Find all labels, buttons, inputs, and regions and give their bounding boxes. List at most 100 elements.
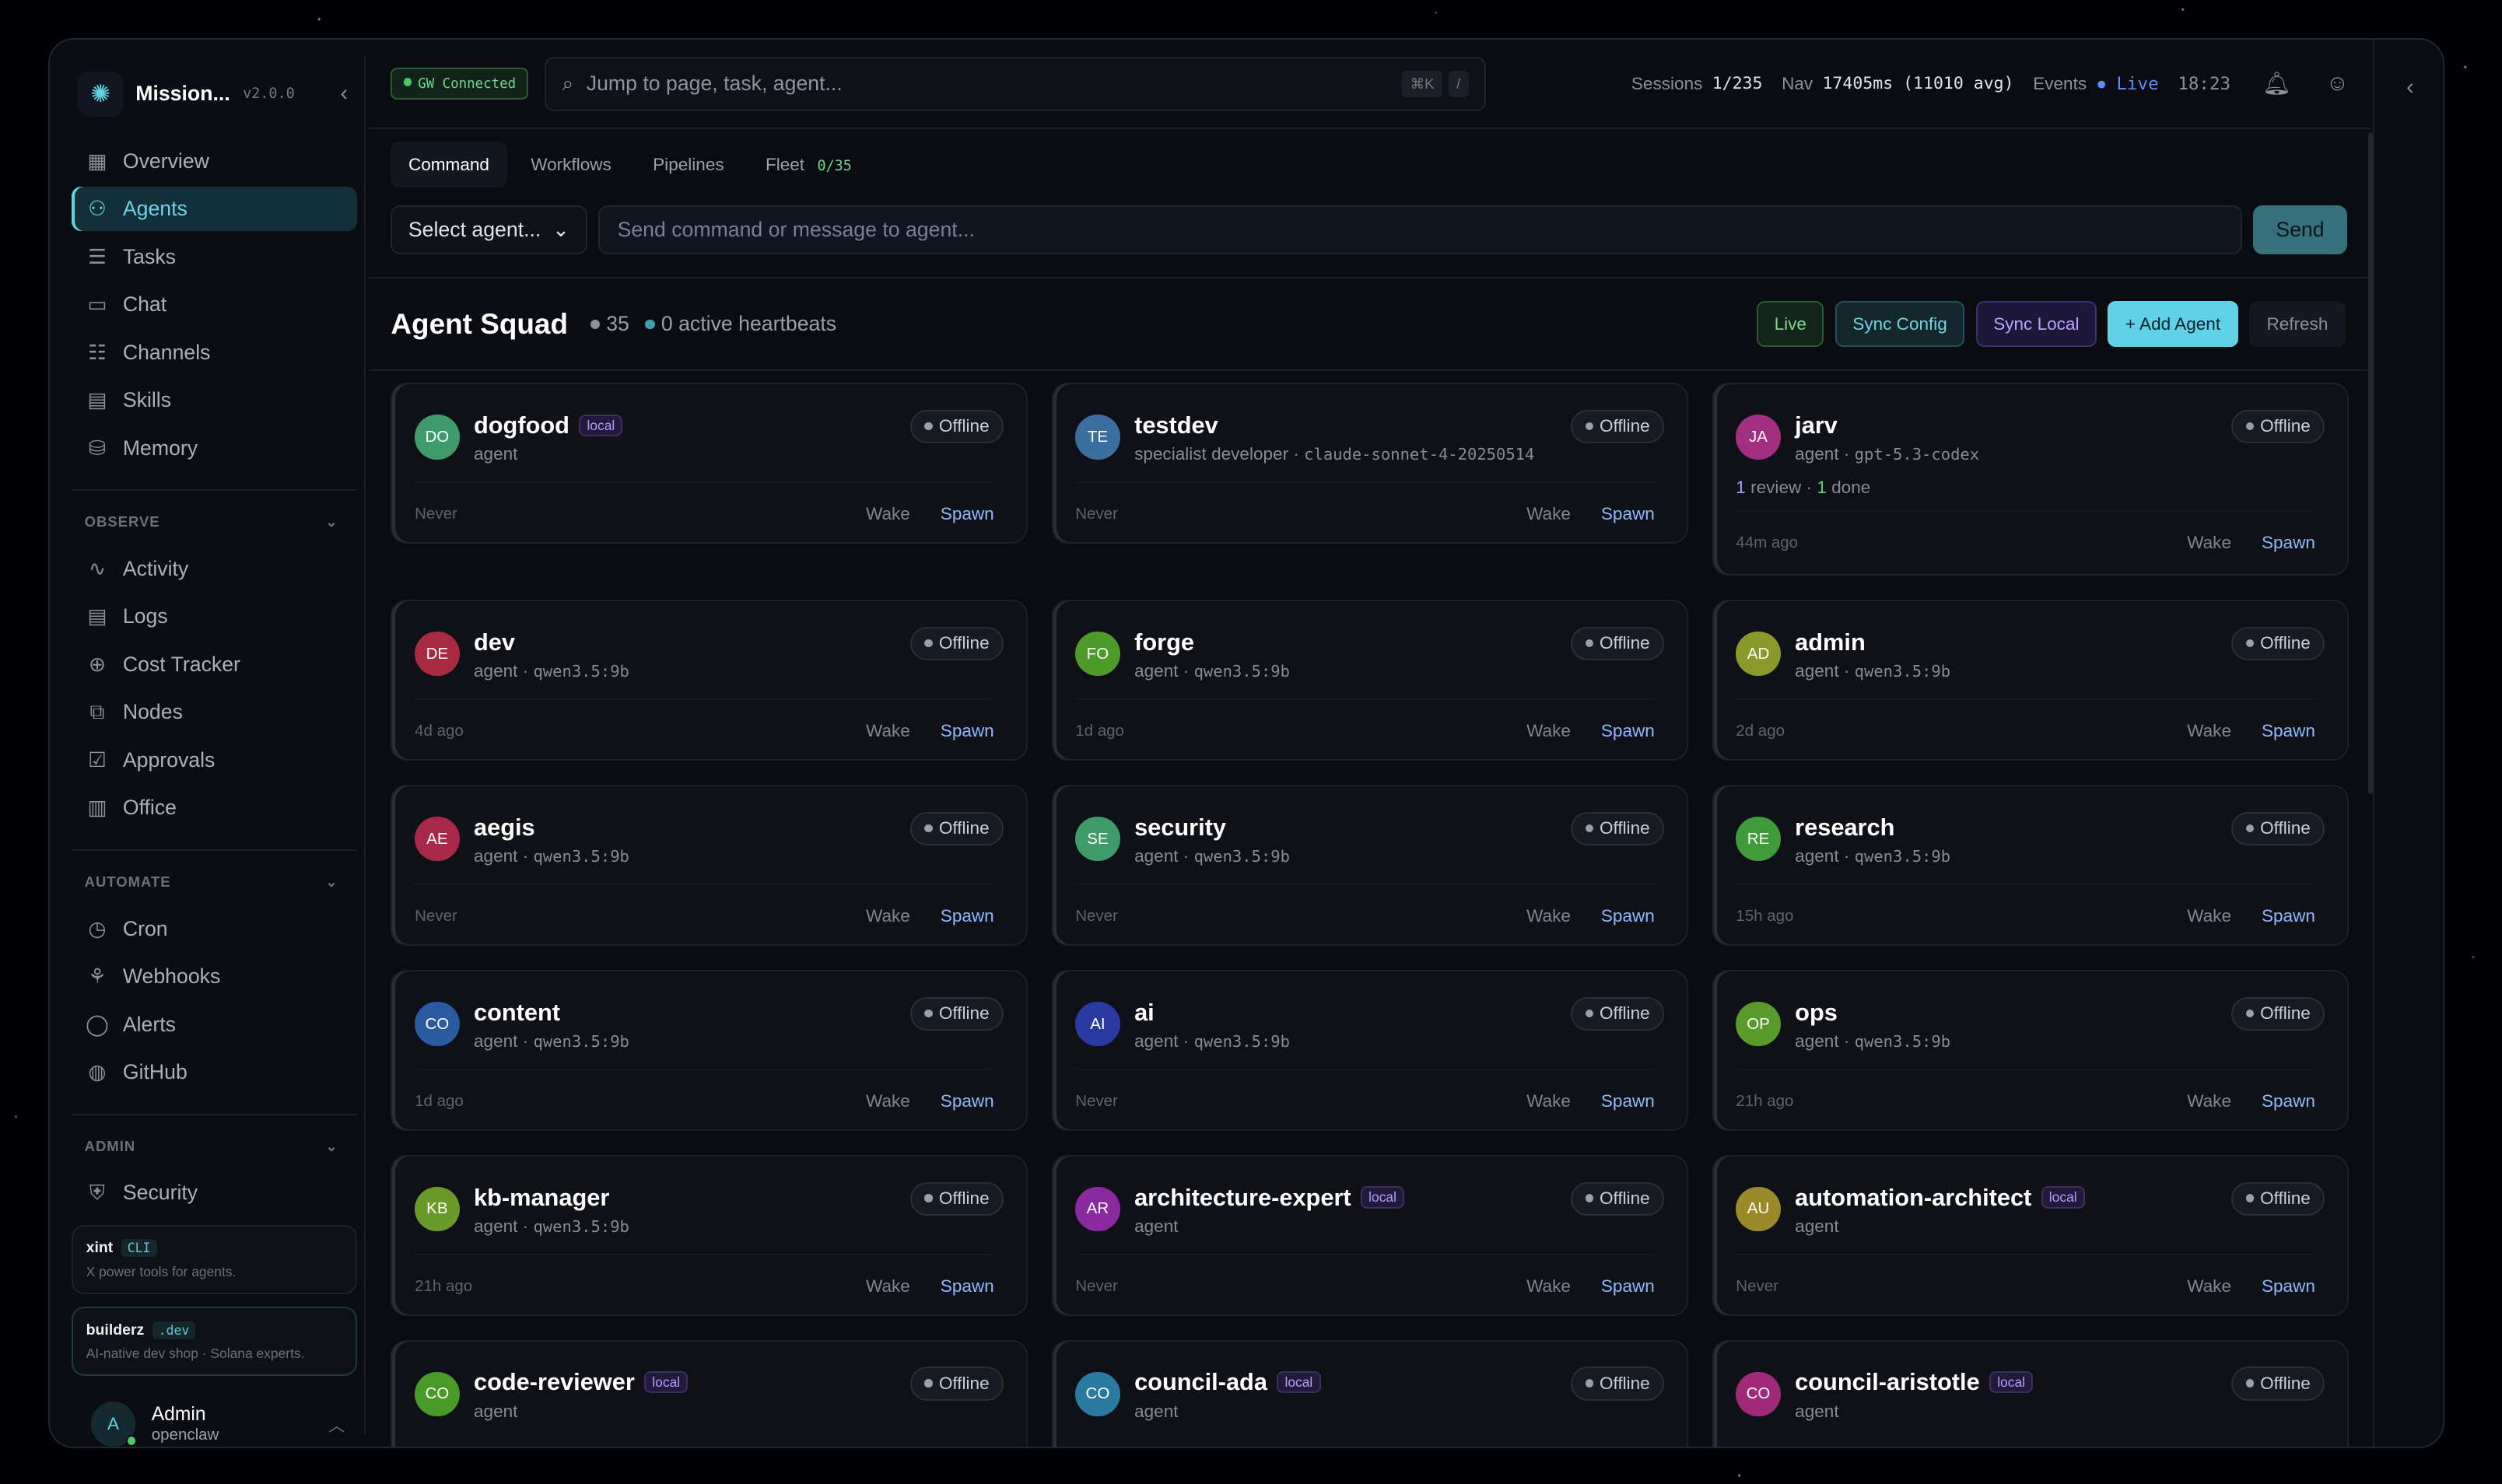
wake-button[interactable]: Wake	[1526, 721, 1571, 741]
search-input[interactable]: ⌕ Jump to page, task, agent... ⌘K /	[544, 56, 1486, 111]
wake-button[interactable]: Wake	[866, 721, 910, 741]
agent-card[interactable]: CO council-ada local agent Offline	[1051, 1339, 1688, 1447]
sidebar-item-github[interactable]: ◍ GitHub	[72, 1050, 357, 1094]
section-observe[interactable]: OBSERVE ⌄	[72, 489, 358, 540]
live-button[interactable]: Live	[1757, 301, 1824, 347]
agent-card[interactable]: AU automation-architect local agent Offli…	[1712, 1154, 2349, 1316]
sidebar-item-agents[interactable]: ⚇ Agents	[72, 186, 358, 232]
wake-button[interactable]: Wake	[2187, 1090, 2231, 1111]
agent-card[interactable]: CO code-reviewer local agent Offline	[391, 1339, 1028, 1447]
agent-card[interactable]: FO forge agent · qwen3.5:9b Offline 1d ag…	[1051, 600, 1688, 761]
sidebar-item-cron[interactable]: ◷ Cron	[72, 906, 357, 950]
agent-card[interactable]: TE testdev specialist developer · claude…	[1051, 383, 1688, 544]
sidebar-item-logs[interactable]: ▤ Logs	[72, 594, 357, 639]
promo-xint[interactable]: xint CLI X power tools for agents.	[72, 1224, 358, 1294]
smiley-icon[interactable]: ☺	[2325, 71, 2349, 96]
agent-role: agent	[1795, 444, 1839, 464]
wake-button[interactable]: Wake	[2187, 906, 2231, 926]
sidebar-item-activity[interactable]: ∿ Activity	[72, 547, 357, 591]
spawn-button[interactable]: Spawn	[2261, 1276, 2315, 1296]
spawn-button[interactable]: Spawn	[940, 504, 994, 524]
bell-icon[interactable]: 🔔︎	[2262, 71, 2291, 96]
sync-local-button[interactable]: Sync Local	[1975, 301, 2097, 347]
agent-card[interactable]: AI ai agent · qwen3.5:9b Offline Never Wak…	[1051, 969, 1688, 1131]
agent-card[interactable]: AR architecture-expert local agent Offlin…	[1051, 1154, 1688, 1316]
spawn-button[interactable]: Spawn	[2261, 721, 2315, 741]
sidebar-item-cost-tracker[interactable]: ⊕ Cost Tracker	[72, 642, 357, 687]
agent-card[interactable]: AD admin agent · qwen3.5:9b Offline 2d ag…	[1712, 600, 2349, 761]
collapse-sidebar-icon[interactable]: ‹	[340, 81, 349, 107]
spawn-button[interactable]: Spawn	[940, 1276, 994, 1296]
agent-avatar: TE	[1075, 415, 1120, 460]
sidebar-item-office[interactable]: ▥ Office	[72, 786, 357, 830]
header: GW Connected ⌕ Jump to page, task, agent…	[368, 40, 2371, 130]
agent-select[interactable]: Select agent... ⌄	[391, 205, 587, 255]
wake-button[interactable]: Wake	[1526, 1276, 1571, 1296]
tab-workflows[interactable]: Workflows	[531, 154, 611, 174]
agent-card[interactable]: AE aegis agent · qwen3.5:9b Offline Never…	[391, 784, 1028, 947]
bell-icon: ◯	[86, 1012, 109, 1036]
sync-config-button[interactable]: Sync Config	[1834, 301, 1965, 347]
user-menu[interactable]: A Admin openclaw ︿	[65, 1389, 364, 1447]
agent-card[interactable]: SE security agent · qwen3.5:9b Offline Ne…	[1051, 784, 1688, 947]
spawn-button[interactable]: Spawn	[1600, 906, 1655, 926]
sidebar-item-overview[interactable]: ▦ Overview	[72, 138, 357, 183]
agent-card[interactable]: OP ops agent · qwen3.5:9b Offline 21h ago…	[1712, 969, 2349, 1131]
spawn-button[interactable]: Spawn	[1600, 721, 1655, 741]
tab-command[interactable]: Command	[391, 142, 507, 188]
command-input[interactable]: Send command or message to agent...	[598, 205, 2242, 255]
agent-card[interactable]: DO dogfood local agent Offline Never Wake Sp…	[391, 383, 1028, 544]
sidebar-item-tasks[interactable]: ☰ Tasks	[72, 234, 357, 278]
agent-card[interactable]: JA jarv agent · gpt-5.3-codex Offline 1 r…	[1712, 383, 2349, 576]
agent-name: ops	[1795, 998, 1838, 1026]
wake-button[interactable]: Wake	[866, 906, 910, 926]
wake-button[interactable]: Wake	[2187, 1276, 2231, 1296]
spawn-button[interactable]: Spawn	[2261, 533, 2315, 553]
sidebar-item-webhooks[interactable]: ⚘ Webhooks	[72, 954, 357, 999]
chevron-down-icon: ⌄	[325, 873, 338, 890]
app-version: v2.0.0	[243, 86, 295, 103]
agent-card[interactable]: KB kb-manager agent · qwen3.5:9b Offline…	[391, 1154, 1028, 1316]
sidebar-item-channels[interactable]: ☷ Channels	[72, 330, 357, 374]
tab-pipelines[interactable]: Pipelines	[653, 154, 724, 174]
sidebar-item-label: Memory	[122, 436, 198, 460]
add-agent-button[interactable]: + Add Agent	[2108, 301, 2238, 347]
wake-button[interactable]: Wake	[2187, 533, 2231, 553]
sidebar-item-alerts[interactable]: ◯ Alerts	[72, 1003, 357, 1047]
wake-button[interactable]: Wake	[1526, 504, 1571, 524]
wake-button[interactable]: Wake	[1526, 1090, 1571, 1111]
agent-card[interactable]: CO council-aristotle local agent Offline	[1712, 1339, 2349, 1447]
spawn-button[interactable]: Spawn	[940, 1090, 994, 1111]
sidebar-item-chat[interactable]: ▭ Chat	[72, 282, 357, 327]
send-button[interactable]: Send	[2252, 205, 2347, 255]
sidebar-item-security[interactable]: ⛨ Security	[72, 1171, 357, 1215]
wake-button[interactable]: Wake	[866, 504, 910, 524]
wake-button[interactable]: Wake	[866, 1090, 910, 1111]
refresh-button[interactable]: Refresh	[2248, 301, 2346, 347]
scrollbar[interactable]	[2367, 132, 2373, 795]
spawn-button[interactable]: Spawn	[940, 906, 994, 926]
tab-fleet[interactable]: Fleet 0/35	[748, 142, 869, 187]
agent-card[interactable]: RE research agent · qwen3.5:9b Offline 15…	[1712, 784, 2349, 947]
building-icon: ▥	[87, 796, 107, 820]
wake-button[interactable]: Wake	[2187, 721, 2231, 741]
gateway-status-text: GW Connected	[418, 75, 517, 92]
sidebar-item-memory[interactable]: ⛁ Memory	[72, 425, 357, 470]
sidebar-item-approvals[interactable]: ☑ Approvals	[72, 738, 357, 782]
right-panel-toggle[interactable]: ‹	[2372, 40, 2443, 1447]
spawn-button[interactable]: Spawn	[1600, 504, 1655, 524]
promo-builderz[interactable]: builderz .dev AI-native dev shop · Solana …	[72, 1307, 358, 1377]
section-admin[interactable]: ADMIN ⌄	[72, 1114, 358, 1164]
wake-button[interactable]: Wake	[1526, 906, 1571, 926]
agent-card[interactable]: CO content agent · qwen3.5:9b Offline 1d …	[391, 969, 1028, 1131]
agent-card[interactable]: DE dev agent · qwen3.5:9b Offline 4d ago W…	[391, 600, 1028, 761]
spawn-button[interactable]: Spawn	[1600, 1276, 1655, 1296]
section-automate[interactable]: AUTOMATE ⌄	[72, 849, 358, 900]
sidebar-item-skills[interactable]: ▤ Skills	[72, 378, 357, 422]
spawn-button[interactable]: Spawn	[1600, 1090, 1655, 1111]
sidebar-item-nodes[interactable]: ⧉ Nodes	[72, 690, 357, 734]
wake-button[interactable]: Wake	[866, 1276, 910, 1296]
spawn-button[interactable]: Spawn	[2261, 1090, 2315, 1111]
spawn-button[interactable]: Spawn	[940, 721, 994, 741]
spawn-button[interactable]: Spawn	[2261, 906, 2315, 926]
